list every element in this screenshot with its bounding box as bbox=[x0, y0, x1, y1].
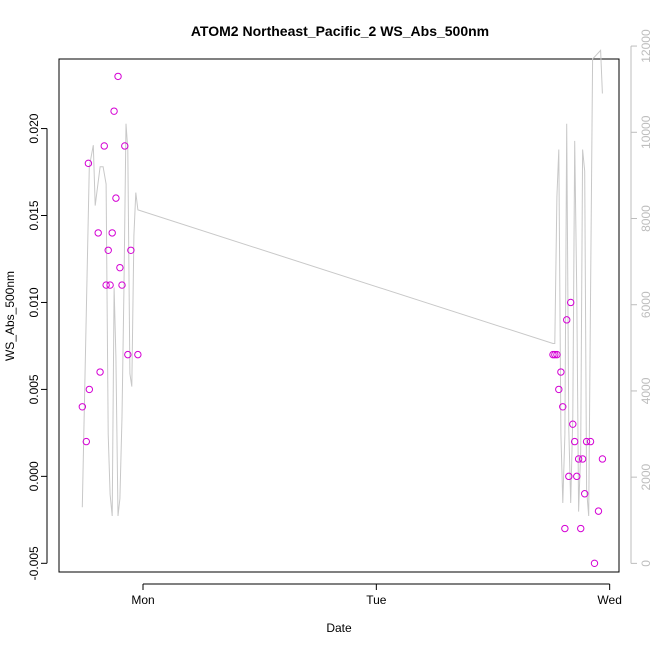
scatter-point bbox=[570, 437, 579, 446]
line-series-path bbox=[81, 49, 603, 517]
scatter-point bbox=[127, 246, 135, 254]
scatter-point bbox=[112, 194, 120, 202]
left-tick-label: 0.010 bbox=[27, 287, 41, 317]
bottom-axis: Mon Tue Wed bbox=[131, 583, 622, 607]
chart-title: ATOM2 Northeast_Pacific_2 WS_Abs_500nm bbox=[191, 23, 489, 39]
line-series bbox=[81, 49, 603, 517]
scatter-point bbox=[106, 281, 114, 289]
scatter-point bbox=[96, 368, 104, 376]
scatter-point bbox=[565, 472, 573, 481]
scatter-point bbox=[116, 263, 124, 272]
left-tick-label: 0.015 bbox=[27, 200, 41, 230]
scatter-point bbox=[569, 420, 577, 428]
scatter-point bbox=[574, 455, 583, 463]
scatter-point bbox=[84, 159, 93, 168]
scatter-point bbox=[124, 350, 132, 359]
right-tick-label: 4000 bbox=[639, 377, 650, 404]
scatter-point bbox=[82, 437, 91, 446]
right-tick-label: 10000 bbox=[639, 115, 650, 149]
scatter-point bbox=[104, 246, 112, 254]
scatter-point bbox=[94, 229, 102, 237]
right-tick-label: 6000 bbox=[639, 291, 650, 318]
scatter-point bbox=[598, 455, 607, 463]
bottom-tick-label: Mon bbox=[131, 593, 154, 607]
plot-frame bbox=[58, 58, 620, 573]
scatter-point bbox=[557, 368, 565, 376]
scatter-point bbox=[549, 350, 557, 359]
scatter-point bbox=[108, 229, 116, 237]
scatter-point bbox=[594, 507, 603, 515]
scatter-point bbox=[121, 142, 129, 150]
left-tick-label: -0.005 bbox=[27, 546, 41, 580]
scatter-series bbox=[78, 72, 607, 568]
scatter-point bbox=[134, 350, 142, 359]
left-axis: -0.005 0.000 0.005 0.010 0.015 0.020 bbox=[27, 113, 48, 580]
scatter-point bbox=[110, 107, 118, 115]
left-tick-label: 0.020 bbox=[27, 113, 41, 143]
scatter-point bbox=[114, 72, 122, 81]
scatter-point bbox=[100, 142, 108, 150]
scatter-point bbox=[85, 385, 94, 394]
scatter-point bbox=[573, 472, 581, 481]
y-axis-label: WS_Abs_500nm bbox=[3, 271, 17, 361]
right-tick-label: 12000 bbox=[639, 29, 650, 63]
scatter-point bbox=[578, 455, 587, 463]
scatter-point bbox=[118, 281, 126, 289]
scatter-point bbox=[102, 281, 110, 289]
scatter-point bbox=[555, 385, 563, 394]
left-tick-label: 0.005 bbox=[27, 374, 41, 404]
bottom-tick-label: Wed bbox=[597, 593, 621, 607]
scatter-point bbox=[567, 298, 575, 307]
scatter-point bbox=[582, 437, 591, 446]
x-axis-label: Date bbox=[326, 621, 352, 635]
right-axis: 0 2000 4000 6000 8000 10000 12000 bbox=[630, 29, 650, 567]
scatter-point bbox=[577, 524, 585, 533]
right-tick-label: 0 bbox=[639, 560, 650, 567]
scatter-point bbox=[559, 403, 567, 411]
scatter-point bbox=[590, 559, 599, 568]
right-tick-label: 8000 bbox=[639, 205, 650, 232]
scatter-point bbox=[553, 350, 561, 359]
scatter-point bbox=[561, 524, 569, 533]
left-tick-label: 0.000 bbox=[27, 461, 41, 491]
bottom-tick-label: Tue bbox=[366, 593, 387, 607]
scatter-point bbox=[78, 403, 87, 411]
right-tick-label: 2000 bbox=[639, 463, 650, 490]
scatter-point bbox=[581, 490, 589, 498]
scatter-point bbox=[551, 350, 559, 359]
scatter-point bbox=[563, 316, 571, 324]
scatter-point bbox=[586, 437, 595, 446]
